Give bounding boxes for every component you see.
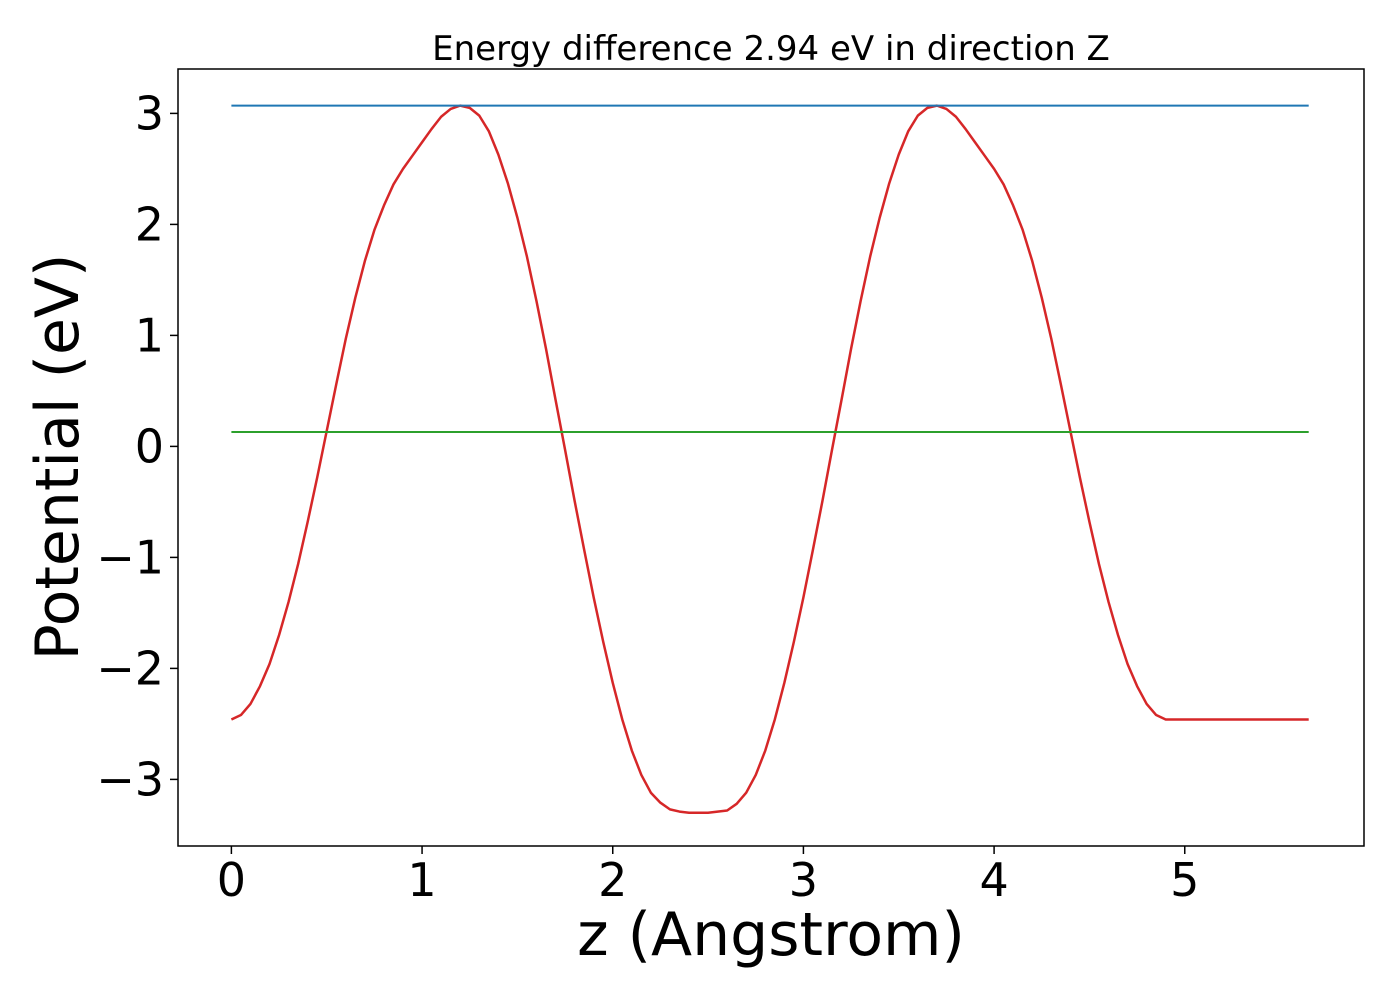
x-tick-label: 5 bbox=[1170, 853, 1199, 907]
x-tick-label: 4 bbox=[979, 853, 1008, 907]
y-tick-label: 3 bbox=[135, 86, 164, 140]
x-tick-label: 2 bbox=[598, 853, 627, 907]
x-axis: 0 1 2 3 4 5 bbox=[217, 846, 1199, 907]
x-tick-label: 1 bbox=[407, 853, 436, 907]
y-axis: 3 2 1 0 −1 −2 −3 bbox=[96, 86, 178, 806]
y-tick-label: 0 bbox=[135, 419, 164, 473]
x-tick-label: 3 bbox=[789, 853, 818, 907]
y-tick-label: −1 bbox=[96, 530, 164, 584]
x-axis-label: z (Angstrom) bbox=[577, 900, 965, 970]
y-axis-label: Potential (eV) bbox=[23, 254, 93, 661]
plot-area bbox=[230, 104, 1309, 814]
y-tick-label: 2 bbox=[135, 197, 164, 251]
y-tick-label: −2 bbox=[96, 641, 164, 695]
chart-title: Energy difference 2.94 eV in direction Z bbox=[432, 29, 1110, 69]
series-line-0 bbox=[230, 104, 1309, 814]
y-tick-label: −3 bbox=[96, 752, 164, 806]
x-tick-label: 0 bbox=[217, 853, 246, 907]
axes-frame bbox=[177, 68, 1365, 847]
y-tick-label: 1 bbox=[135, 308, 164, 362]
